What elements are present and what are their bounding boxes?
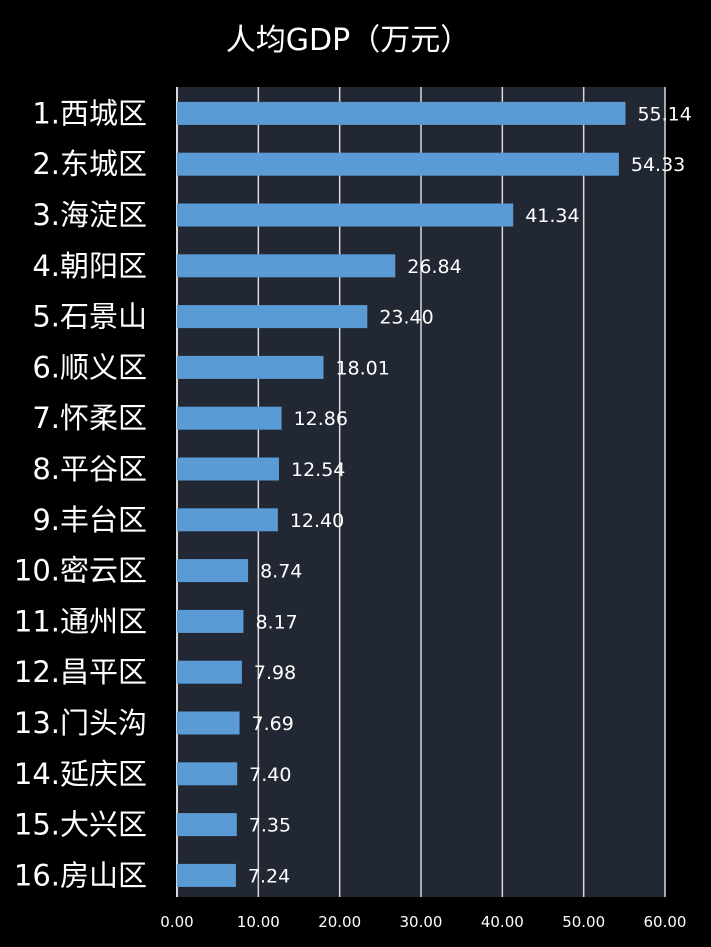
value-label: 26.84 [407,256,461,278]
bars [177,101,626,887]
x-tick-label: 10.00 [237,913,280,931]
bar [177,660,242,684]
bar [177,355,324,379]
bar [177,305,368,329]
value-label: 7.24 [248,865,290,887]
value-label: 7.98 [254,662,296,684]
category-label: 16.房山区 [14,858,147,892]
x-tick-label: 60.00 [644,913,687,931]
value-label: 7.69 [252,713,294,735]
bar [177,711,240,735]
value-label: 8.17 [255,611,297,633]
x-tick-label: 30.00 [400,913,443,931]
value-label: 54.33 [631,154,685,176]
value-label: 8.74 [260,561,302,583]
category-label: 12.昌平区 [14,655,147,689]
category-label: 1.西城区 [32,96,147,130]
x-tick-label: 40.00 [481,913,524,931]
bar [177,457,279,481]
category-label: 9.丰台区 [32,503,147,537]
value-label: 12.40 [290,510,344,532]
value-label: 23.40 [379,307,433,329]
value-label: 18.01 [335,357,389,379]
category-label: 14.延庆区 [14,757,147,791]
bar [177,762,238,786]
bar [177,609,244,633]
value-label: 12.86 [294,408,348,430]
value-label: 55.14 [637,103,691,125]
value-label: 41.34 [525,205,579,227]
bar [177,813,237,837]
value-label: 7.40 [249,764,291,786]
bar [177,863,236,887]
chart-title: 人均GDP（万元） [226,23,470,58]
category-label: 10.密云区 [14,554,147,588]
category-label: 4.朝阳区 [32,249,147,283]
bar [177,254,396,278]
bar [177,406,282,430]
x-tick-label: 0.00 [160,913,193,931]
category-label: 7.怀柔区 [32,401,147,435]
category-label: 11.通州区 [14,604,147,638]
bar [177,101,626,125]
bar [177,508,278,532]
category-label: 13.门头沟 [14,706,147,740]
category-label: 6.顺义区 [32,350,147,384]
category-label: 15.大兴区 [14,808,147,842]
value-label: 7.35 [249,815,291,837]
category-label: 8.平谷区 [32,452,147,486]
bar [177,203,514,227]
category-label: 3.海淀区 [32,198,147,232]
bar [177,559,249,583]
bar [177,152,619,176]
x-tick-label: 20.00 [318,913,361,931]
category-label: 2.东城区 [32,147,147,181]
labels: 0.00 10.00 20.00 30.00 40.00 50.00 60.00 1.西城区 5… [14,96,692,931]
value-label: 12.54 [291,459,345,481]
x-tick-label: 50.00 [562,913,605,931]
category-label: 5.石景山 [32,300,147,334]
